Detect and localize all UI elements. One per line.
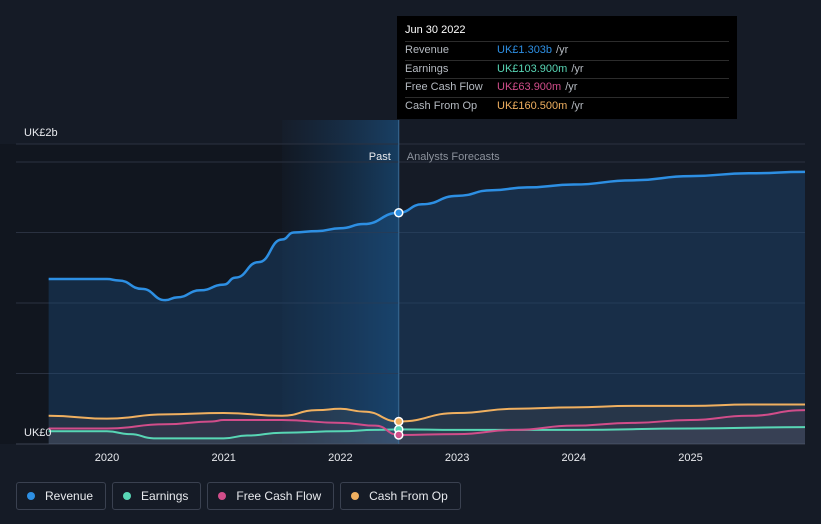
legend-item-free-cash-flow[interactable]: Free Cash Flow <box>207 482 335 510</box>
tooltip-value: UK£103.900m <box>497 62 568 75</box>
legend-label: Revenue <box>45 489 94 503</box>
legend-dot-icon <box>27 492 35 500</box>
tooltip-unit: /yr <box>571 99 584 112</box>
y-axis-bottom-label: UK£0 <box>24 427 52 439</box>
x-tick-label: 2025 <box>678 452 702 464</box>
tooltip-value: UK£1.303b <box>497 44 553 56</box>
tooltip-row-revenue: Revenue UK£1.303b /yr <box>405 41 729 60</box>
tooltip-label: Earnings <box>405 62 449 75</box>
free-cash-flow-line <box>48 409 806 436</box>
tooltip-unit: /yr <box>565 81 578 93</box>
x-tick-label: 2024 <box>562 452 586 464</box>
tooltip-unit: /yr <box>556 44 569 56</box>
revenue-area <box>48 171 805 444</box>
x-tick-label: 2020 <box>95 452 119 464</box>
tooltip-label: Revenue <box>405 44 450 56</box>
legend-label: Earnings <box>141 489 189 503</box>
tooltip: Jun 30 2022 Revenue UK£1.303b /yr Earnin… <box>397 16 737 119</box>
x-tick-label: 2021 <box>211 452 235 464</box>
tooltip-row-cash-from-op: Cash From Op UK£160.500m /yr <box>405 96 729 116</box>
legend-dot-icon <box>123 492 132 500</box>
y-axis-top-label: UK£2b <box>24 127 58 139</box>
cash-from-op-highlight-dot <box>394 416 404 427</box>
legend-item-cash-from-op[interactable]: Cash From Op <box>340 482 461 510</box>
revenue-highlight-dot <box>394 208 404 218</box>
legend-dot-icon <box>351 492 360 500</box>
past-shade <box>282 120 399 444</box>
x-tick-label: 2023 <box>445 452 469 464</box>
legend-item-revenue[interactable]: Revenue <box>16 482 107 510</box>
past-label: Past <box>369 151 391 163</box>
cash-from-op-line <box>48 403 805 423</box>
tooltip-label: Free Cash Flow <box>405 81 483 93</box>
tooltip-value: UK£63.900m <box>497 81 562 93</box>
legend-label: Cash From Op <box>369 489 448 503</box>
earnings-line <box>48 426 806 440</box>
x-axis-ticks: 2020 2021 2022 2023 2024 2025 <box>95 452 703 464</box>
series-lines <box>48 170 806 440</box>
tooltip-label: Cash From Op <box>405 99 478 112</box>
highlight-dots <box>394 208 404 440</box>
revenue-line <box>48 170 806 302</box>
tooltip-value: UK£160.500m <box>497 99 568 112</box>
tooltip-row-free-cash-flow: Free Cash Flow UK£63.900m /yr <box>405 78 729 97</box>
legend-dot-icon <box>218 492 227 500</box>
tooltip-date: Jun 30 2022 <box>405 24 466 36</box>
x-tick-label: 2022 <box>328 452 352 464</box>
tooltip-unit: /yr <box>571 62 584 75</box>
legend-item-earnings[interactable]: Earnings <box>112 482 202 510</box>
legend: Revenue Earnings Free Cash Flow Cash Fro… <box>16 482 461 510</box>
free-cash-flow-highlight-dot <box>394 430 404 440</box>
cash-from-op-area <box>48 404 805 444</box>
forecast-label: Analysts Forecasts <box>407 151 500 163</box>
gridlines <box>16 143 805 445</box>
legend-label: Free Cash Flow <box>236 489 322 503</box>
tooltip-row-earnings: Earnings UK£103.900m /yr <box>405 59 729 79</box>
